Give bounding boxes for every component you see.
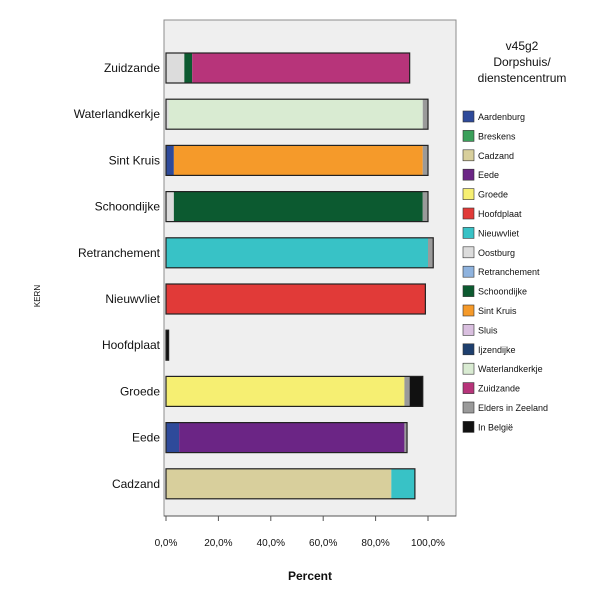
legend-label: Sluis (478, 325, 498, 335)
bar-segment (166, 145, 174, 176)
legend-title: dienstencentrum (478, 71, 567, 85)
legend-label: Oostburg (478, 248, 515, 258)
legend-swatch (462, 382, 475, 394)
bar-segment (166, 191, 174, 222)
category-labels: Zuidzande Waterlandkerkje Sint Kruis Schoon… (74, 61, 161, 491)
legend-swatch (462, 188, 475, 200)
legend-swatch (462, 343, 475, 356)
bar-segment (422, 191, 428, 222)
x-axis: 0,0% 20,0% 40,0% 60,0% 80,0% 100,0% (155, 515, 456, 549)
legend-swatch (462, 304, 475, 317)
legend-swatch (462, 168, 475, 181)
bar-segment (422, 145, 428, 176)
legend-label: Nieuwvliet (478, 228, 520, 238)
legend-label: Ijzendijke (478, 345, 516, 355)
category-label: Eede (132, 431, 160, 445)
bar-segment (173, 145, 423, 176)
legend-label: Cadzand (478, 151, 514, 161)
legend-label: Zuidzande (478, 384, 520, 394)
bar-outline (165, 237, 434, 269)
bar-segment (166, 99, 169, 130)
legend-label: Sint Kruis (478, 306, 517, 316)
bar-segment (428, 237, 434, 268)
legend-label: Waterlandkerkje (478, 364, 543, 374)
legend-swatch (462, 362, 475, 375)
bar-outline (165, 144, 429, 176)
legend: v45g2 Dorpshuis/dienstencentrum Aardenburg… (462, 39, 567, 433)
legend-swatch (462, 285, 475, 297)
x-tick-label: 80,0% (361, 538, 389, 549)
legend-swatch (462, 401, 475, 414)
legend-label: Groede (478, 190, 508, 200)
category-label: Schoondijke (95, 200, 161, 214)
bar-outline (165, 329, 170, 361)
x-tick-label: 0,0% (155, 538, 178, 549)
category-label: Sint Kruis (109, 153, 160, 167)
legend-label: Retranchement (478, 267, 540, 277)
bar-segment (166, 422, 180, 453)
legend-label: Hoofdplaat (478, 209, 522, 219)
legend-label: Schoondijke (478, 287, 527, 297)
legend-title: Dorpshuis/ (493, 55, 551, 69)
bar-segment (422, 99, 428, 130)
bar-segment (166, 237, 428, 268)
bar-outline (165, 375, 424, 407)
legend-swatch (462, 207, 475, 220)
bar-segment (166, 284, 426, 314)
legend-label: Eede (478, 170, 499, 180)
bar-segment (173, 191, 423, 222)
category-label: Nieuwvliet (105, 292, 160, 306)
bar-segment (409, 376, 423, 407)
bar-segment (179, 422, 405, 453)
bar-outline (165, 191, 429, 223)
bar-segment (184, 53, 193, 83)
bar-segment (166, 468, 392, 499)
bar-segment (391, 468, 415, 499)
x-tick-label: 100,0% (411, 538, 445, 549)
bar-segment (404, 376, 410, 407)
legend-swatch (462, 149, 475, 162)
bar-segment (166, 330, 169, 361)
bar-segment (166, 53, 185, 83)
legend-swatch (462, 265, 475, 278)
bar-segment (404, 422, 408, 453)
legend-swatch (462, 324, 475, 336)
y-axis-title: KERN (33, 285, 42, 307)
x-tick-label: 40,0% (257, 538, 285, 549)
bar-outline (165, 283, 426, 315)
legend-swatch (462, 110, 475, 123)
legend-label: In België (478, 422, 513, 432)
bar-outline (165, 468, 416, 500)
category-label: Cadzand (112, 477, 160, 491)
bar-outline (165, 52, 411, 84)
category-label: Waterlandkerkje (74, 107, 161, 121)
x-tick-label: 20,0% (204, 538, 232, 549)
legend-label: Elders in Zeeland (478, 403, 548, 413)
bar-outline (165, 422, 408, 454)
bars-layer (165, 52, 434, 500)
legend-label: Aardenburg (478, 112, 525, 122)
bar-outline (165, 98, 429, 130)
bar-segment (168, 99, 423, 130)
bar-segment (166, 376, 405, 407)
category-label: Zuidzande (104, 61, 160, 75)
legend-swatch (462, 421, 475, 433)
category-label: Hoofdplaat (102, 338, 161, 352)
legend-swatch (462, 227, 475, 239)
bar-segment (192, 53, 410, 83)
legend-swatch (462, 246, 475, 259)
x-tick-label: 60,0% (309, 538, 337, 549)
category-label: Retranchement (78, 246, 161, 260)
x-axis-title: Percent (288, 569, 332, 583)
legend-title: v45g2 (506, 39, 539, 53)
category-label: Groede (120, 384, 160, 398)
legend-swatch (462, 130, 475, 142)
legend-label: Breskens (478, 131, 516, 141)
